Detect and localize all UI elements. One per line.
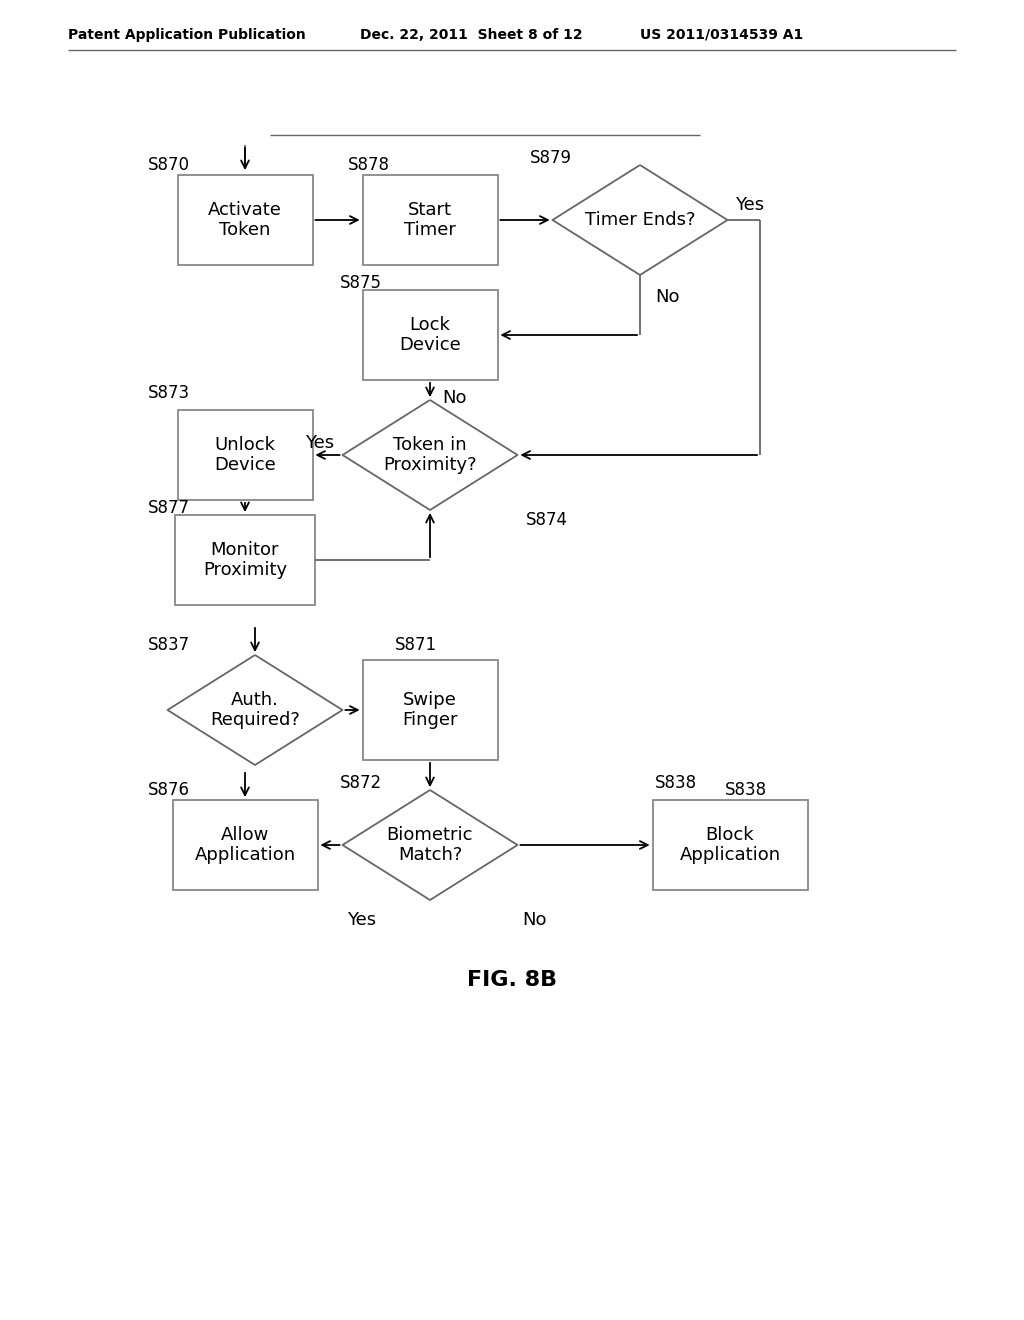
Text: FIG. 8B: FIG. 8B — [467, 970, 557, 990]
Text: No: No — [442, 389, 467, 407]
Text: S877: S877 — [148, 499, 190, 517]
Text: US 2011/0314539 A1: US 2011/0314539 A1 — [640, 28, 803, 42]
Text: S872: S872 — [340, 774, 382, 792]
Text: Lock
Device: Lock Device — [399, 315, 461, 354]
Text: S838: S838 — [725, 781, 767, 799]
Text: Monitor
Proximity: Monitor Proximity — [203, 541, 287, 579]
Text: Token in
Proximity?: Token in Proximity? — [383, 436, 477, 474]
Text: Timer Ends?: Timer Ends? — [585, 211, 695, 228]
Text: S837: S837 — [148, 636, 190, 653]
Bar — [175, 515, 315, 605]
Bar — [177, 411, 312, 500]
Text: No: No — [522, 911, 547, 929]
Text: S879: S879 — [530, 149, 572, 168]
Text: Yes: Yes — [735, 195, 765, 214]
Text: Allow
Application: Allow Application — [195, 825, 296, 865]
Text: Auth.
Required?: Auth. Required? — [210, 690, 300, 730]
Text: Yes: Yes — [347, 911, 377, 929]
Bar — [177, 176, 312, 265]
Text: S870: S870 — [148, 156, 190, 174]
Bar — [172, 800, 317, 890]
Text: S873: S873 — [148, 384, 190, 403]
Bar — [652, 800, 808, 890]
Text: Patent Application Publication: Patent Application Publication — [68, 28, 306, 42]
Text: Unlock
Device: Unlock Device — [214, 436, 275, 474]
Text: S838: S838 — [655, 774, 697, 792]
Text: S874: S874 — [525, 511, 567, 529]
Text: S871: S871 — [395, 636, 437, 653]
Text: Dec. 22, 2011  Sheet 8 of 12: Dec. 22, 2011 Sheet 8 of 12 — [360, 28, 583, 42]
Text: Block
Application: Block Application — [680, 825, 780, 865]
Bar — [362, 290, 498, 380]
Text: Yes: Yes — [305, 434, 335, 451]
Text: Activate
Token: Activate Token — [208, 201, 282, 239]
Text: Start
Timer: Start Timer — [404, 201, 456, 239]
Text: Swipe
Finger: Swipe Finger — [402, 690, 458, 730]
Text: No: No — [655, 288, 680, 306]
Bar — [362, 176, 498, 265]
Text: S876: S876 — [148, 781, 190, 799]
Text: S878: S878 — [348, 156, 390, 174]
Bar — [362, 660, 498, 760]
Text: Biometric
Match?: Biometric Match? — [387, 825, 473, 865]
Text: S875: S875 — [340, 275, 382, 292]
